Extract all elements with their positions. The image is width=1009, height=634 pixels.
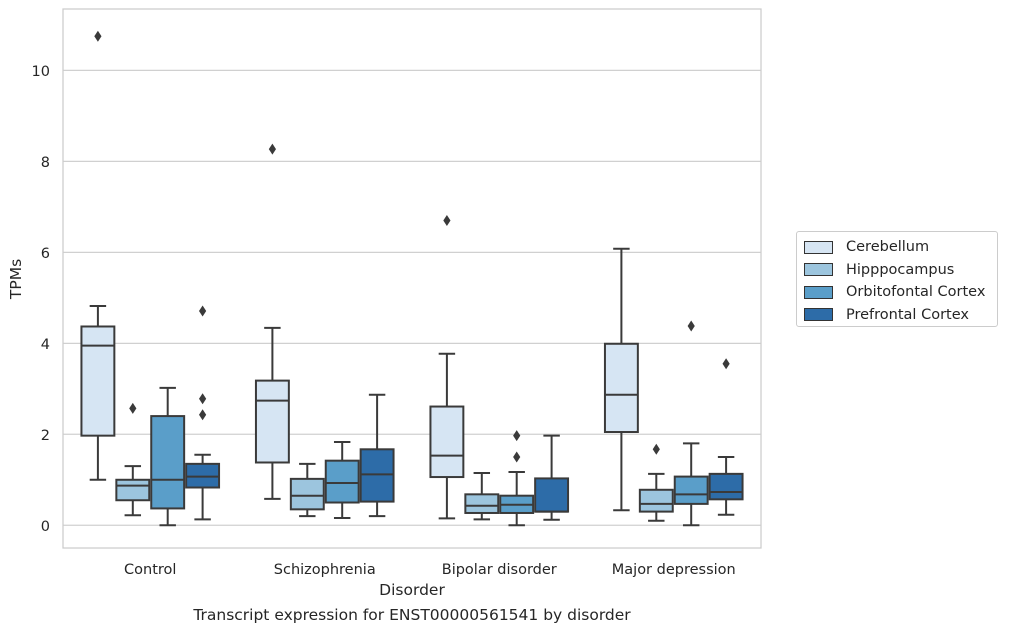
outlier-schizophrenia-cerebellum-0 (268, 143, 276, 155)
y-tick-label-2: 2 (41, 428, 50, 444)
box-body-major-depression-prefrontal-cortex (708, 472, 744, 501)
outlier-control-prefrontal-cortex-1 (199, 393, 207, 405)
y-axis-label: TPMs (7, 259, 25, 300)
box-schizophrenia-prefrontal-cortex (359, 393, 395, 518)
box-schizophrenia-orbitofontal-cortex (324, 441, 360, 519)
box-schizophrenia-cerebellum (254, 143, 290, 500)
x-axis-ticks: Control Schizophrenia Bipolar disorder Majo… (124, 562, 736, 578)
legend-swatch-cerebellum (804, 240, 833, 254)
outlier-bipolar-disorder-orbitofontal-cortex-1 (513, 430, 521, 442)
x-tick-label-control: Control (124, 562, 176, 578)
legend-item-hippocampus: Hipppocampus (804, 259, 997, 282)
box-schizophrenia-hipppocampus (289, 462, 325, 518)
outlier-major-depression-prefrontal-cortex-0 (722, 358, 730, 370)
legend-item-prefrontal-cortex: Prefrontal Cortex (804, 304, 997, 327)
plot-area-frame (62, 8, 762, 549)
box-body-control-orbitofontal-cortex (150, 415, 186, 510)
box-body-control-cerebellum (80, 325, 116, 437)
box-body-bipolar-disorder-hipppocampus (464, 493, 500, 514)
legend-item-orbitofrontal-cortex: Orbitofontal Cortex (804, 281, 997, 304)
outlier-major-depression-orbitofontal-cortex-0 (687, 320, 695, 332)
legend-label-prefrontal-cortex: Prefrontal Cortex (846, 306, 969, 323)
y-tick-label-6: 6 (41, 246, 50, 262)
box-major-depression-orbitofontal-cortex (673, 320, 709, 527)
box-body-schizophrenia-hipppocampus (289, 477, 325, 511)
y-axis-ticks: 0 2 4 6 8 10 (32, 64, 50, 535)
y-tick-label-0: 0 (41, 519, 50, 535)
outlier-control-hipppocampus-0 (129, 402, 137, 414)
box-control-orbitofontal-cortex (150, 386, 186, 527)
y-tick-label-8: 8 (41, 155, 50, 171)
box-major-depression-prefrontal-cortex (708, 358, 744, 516)
box-major-depression-hipppocampus (638, 443, 674, 522)
box-control-cerebellum (80, 30, 116, 481)
box-control-hipppocampus (115, 402, 151, 517)
chart-caption: Transcript expression for ENST0000056154… (193, 606, 631, 624)
x-tick-label-bipolar-disorder: Bipolar disorder (442, 562, 557, 578)
box-body-bipolar-disorder-cerebellum (429, 405, 465, 479)
outlier-major-depression-hipppocampus-0 (652, 443, 660, 455)
y-tick-label-4: 4 (41, 337, 50, 353)
legend-label-orbitofrontal-cortex: Orbitofontal Cortex (846, 284, 986, 301)
x-tick-label-schizophrenia: Schizophrenia (274, 562, 376, 578)
legend-label-cerebellum: Cerebellum (846, 239, 930, 256)
box-body-major-depression-orbitofontal-cortex (673, 475, 709, 505)
legend-swatch-prefrontal-cortex (804, 308, 833, 322)
legend-label-hippocampus: Hipppocampus (846, 261, 955, 278)
box-body-major-depression-cerebellum (603, 342, 639, 434)
box-body-schizophrenia-orbitofontal-cortex (324, 459, 360, 504)
outlier-bipolar-disorder-orbitofontal-cortex-0 (513, 451, 521, 463)
box-bipolar-disorder-orbitofontal-cortex (499, 430, 535, 527)
box-plot-marks (80, 30, 744, 527)
box-body-schizophrenia-prefrontal-cortex (359, 448, 395, 503)
box-bipolar-disorder-hipppocampus (464, 471, 500, 521)
x-axis-label: Disorder (379, 581, 445, 599)
box-bipolar-disorder-prefrontal-cortex (534, 434, 570, 521)
box-body-bipolar-disorder-prefrontal-cortex (534, 477, 570, 513)
box-body-schizophrenia-cerebellum (254, 379, 290, 464)
outlier-control-cerebellum-0 (94, 30, 102, 42)
y-tick-label-10: 10 (32, 64, 50, 80)
legend-item-cerebellum: Cerebellum (804, 236, 997, 259)
outlier-control-prefrontal-cortex-0 (199, 409, 207, 421)
box-control-prefrontal-cortex (185, 305, 221, 521)
x-tick-label-major-depression: Major depression (612, 562, 736, 578)
box-major-depression-cerebellum (603, 247, 639, 512)
legend-swatch-hippocampus (804, 263, 833, 277)
box-bipolar-disorder-cerebellum (429, 215, 465, 520)
box-body-major-depression-hipppocampus (638, 488, 674, 513)
outlier-control-prefrontal-cortex-2 (199, 305, 207, 317)
legend: Cerebellum Hipppocampus Orbitofontal Cor… (796, 231, 998, 327)
legend-swatch-orbitofrontal-cortex (804, 285, 833, 299)
box-body-control-hipppocampus (115, 478, 151, 502)
outlier-bipolar-disorder-cerebellum-0 (443, 215, 451, 227)
